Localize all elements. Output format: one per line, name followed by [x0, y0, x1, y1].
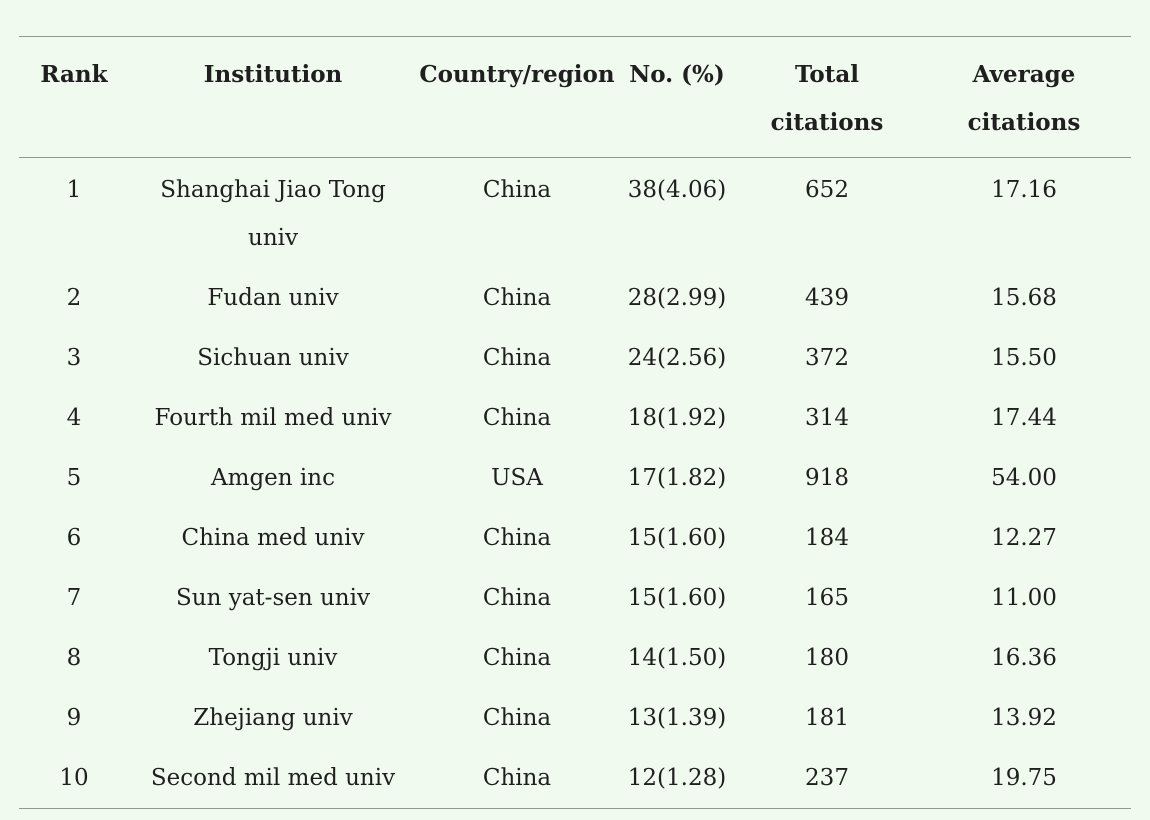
header-institution: Institution [203, 61, 343, 88]
institution-cell: Tongji univ [129, 628, 417, 688]
average-citations-cell: 13.92 [991, 705, 1057, 731]
total-citations-cell: 652 [805, 177, 849, 203]
no-percent-cell: 24(2.56) [627, 345, 727, 371]
institution-name: Zhejiang univ [193, 705, 353, 731]
average-citations-cell: 19.75 [991, 765, 1057, 791]
header-country: Country/region [419, 61, 615, 88]
header-total-citations: Total citations [737, 37, 917, 158]
no-percent-cell: 15(1.60) [627, 525, 727, 551]
average-citations-cell: 16.36 [991, 645, 1057, 671]
header-avg-line1: Average [972, 61, 1076, 88]
rank-cell: 7 [66, 585, 82, 611]
institution-cell: Zhejiang univ [129, 688, 417, 748]
no-percent-cell: 15(1.60) [627, 585, 727, 611]
total-citations-cell: 237 [805, 765, 849, 791]
institutions-table: Rank Institution Country/region No. (%) … [19, 36, 1131, 809]
average-citations-cell: 15.50 [991, 345, 1057, 371]
table-row: 7 Sun yat-sen univ China 15(1.60) 165 11.00 [19, 568, 1131, 628]
table-body: 1 Shanghai Jiao Tong univ China 38(4.06) 652… [19, 158, 1131, 809]
table-row: 8 Tongji univ China 14(1.50) 180 16.36 [19, 628, 1131, 688]
header-average-citations: Average citations [917, 37, 1131, 158]
institution-name: Tongji univ [208, 645, 338, 671]
country-cell: China [482, 345, 552, 371]
header-total-line2: citations [770, 109, 884, 136]
rank-cell: 8 [66, 645, 82, 671]
header-total-line1: Total [794, 61, 860, 88]
rank-cell: 1 [66, 177, 82, 203]
institution-cell: Fudan univ [129, 268, 417, 328]
no-percent-cell: 14(1.50) [627, 645, 727, 671]
institution-cell: Sichuan univ [129, 328, 417, 388]
country-cell: China [482, 765, 552, 791]
total-citations-cell: 181 [805, 705, 849, 731]
rank-cell: 4 [66, 405, 82, 431]
country-cell: USA [491, 465, 543, 491]
table-row: 6 China med univ China 15(1.60) 184 12.27 [19, 508, 1131, 568]
institution-name: Fudan univ [207, 285, 339, 311]
average-citations-cell: 17.44 [991, 405, 1057, 431]
table-row: 2 Fudan univ China 28(2.99) 439 15.68 [19, 268, 1131, 328]
average-citations-cell: 15.68 [991, 285, 1057, 311]
country-cell: China [482, 177, 552, 203]
average-citations-cell: 17.16 [991, 177, 1057, 203]
country-cell: China [482, 525, 552, 551]
header-no: No. (%) [629, 61, 725, 88]
rank-cell: 5 [66, 465, 82, 491]
institution-cell: China med univ [129, 508, 417, 568]
average-citations-cell: 11.00 [991, 585, 1057, 611]
no-percent-cell: 38(4.06) [627, 177, 727, 203]
country-cell: China [482, 285, 552, 311]
total-citations-cell: 314 [805, 405, 849, 431]
table-row: 1 Shanghai Jiao Tong univ China 38(4.06) 652… [19, 158, 1131, 269]
institution-name: Sichuan univ [197, 345, 349, 371]
country-cell: China [482, 705, 552, 731]
average-citations-cell: 54.00 [991, 465, 1057, 491]
table-row: 4 Fourth mil med univ China 18(1.92) 314 17.4… [19, 388, 1131, 448]
average-citations-cell: 12.27 [991, 525, 1057, 551]
table-row: 10 Second mil med univ China 12(1.28) 237 19.… [19, 748, 1131, 809]
total-citations-cell: 165 [805, 585, 849, 611]
header-rank: Rank [40, 61, 108, 88]
institution-cell: Second mil med univ [129, 748, 417, 809]
institution-name: Amgen inc [211, 465, 335, 491]
rank-cell: 3 [66, 345, 82, 371]
table-header: Rank Institution Country/region No. (%) … [19, 36, 1131, 158]
table-row: 9 Zhejiang univ China 13(1.39) 181 13.92 [19, 688, 1131, 748]
total-citations-cell: 439 [805, 285, 849, 311]
header-row: Rank Institution Country/region No. (%) … [19, 36, 1131, 158]
total-citations-cell: 372 [805, 345, 849, 371]
institution-cell: Shanghai Jiao Tong univ [129, 158, 417, 269]
total-citations-cell: 180 [805, 645, 849, 671]
institution-cell: Sun yat-sen univ [129, 568, 417, 628]
institution-name: Fourth mil med univ [154, 405, 392, 431]
institution-name: Second mil med univ [150, 765, 396, 791]
no-percent-cell: 18(1.92) [627, 405, 727, 431]
institution-name: Sun yat-sen univ [176, 585, 370, 611]
institution-name: China med univ [181, 525, 365, 551]
rank-cell: 2 [66, 285, 82, 311]
institution-cell: Fourth mil med univ [129, 388, 417, 448]
total-citations-cell: 918 [805, 465, 849, 491]
no-percent-cell: 28(2.99) [627, 285, 727, 311]
rank-cell: 9 [66, 705, 82, 731]
institutions-table-container: Rank Institution Country/region No. (%) … [19, 36, 1131, 809]
table-row: 3 Sichuan univ China 24(2.56) 372 15.50 [19, 328, 1131, 388]
country-cell: China [482, 405, 552, 431]
institution-cell: Amgen inc [129, 448, 417, 508]
total-citations-cell: 184 [805, 525, 849, 551]
institution-name: Shanghai Jiao Tong univ [160, 177, 386, 251]
no-percent-cell: 13(1.39) [627, 705, 727, 731]
rank-cell: 6 [66, 525, 82, 551]
country-cell: China [482, 645, 552, 671]
no-percent-cell: 12(1.28) [627, 765, 727, 791]
no-percent-cell: 17(1.82) [627, 465, 727, 491]
country-cell: China [482, 585, 552, 611]
header-avg-line2: citations [967, 109, 1081, 136]
table-row: 5 Amgen inc USA 17(1.82) 918 54.00 [19, 448, 1131, 508]
rank-cell: 10 [59, 765, 89, 791]
